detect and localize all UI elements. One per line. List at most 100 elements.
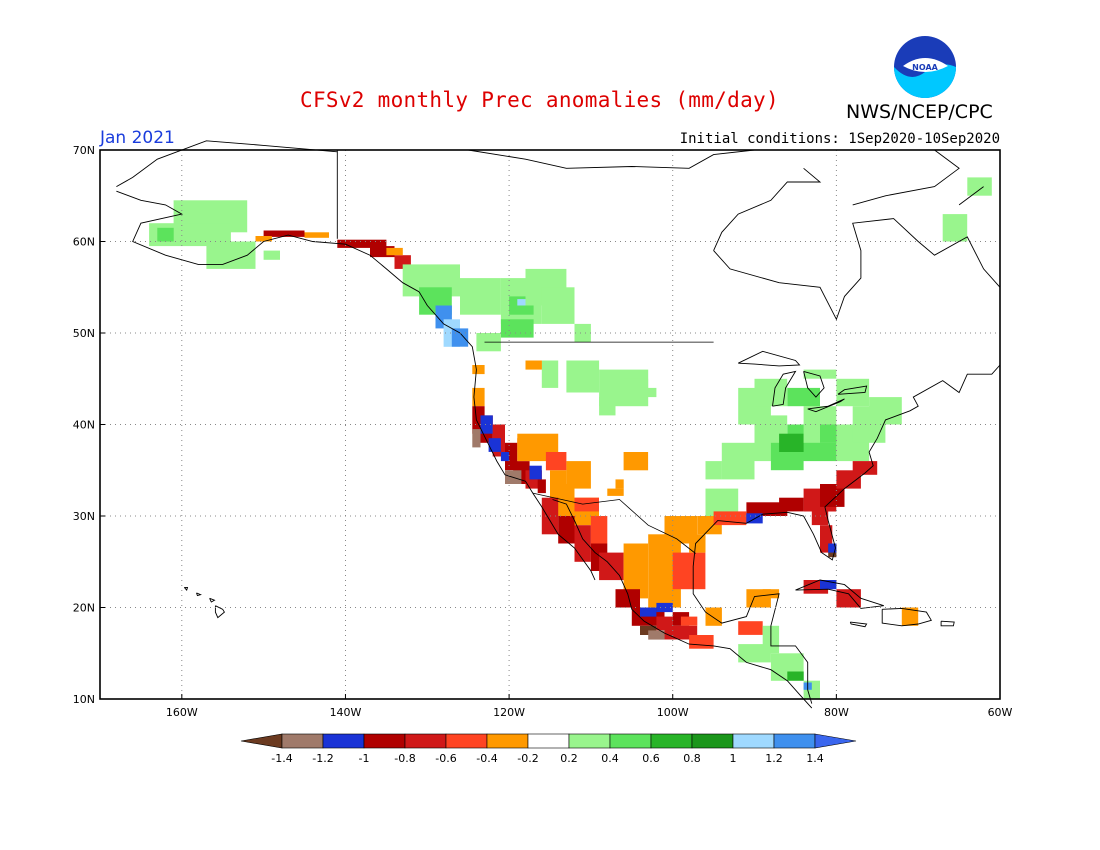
anomaly-cell <box>942 214 968 242</box>
colorbar-label: 1.4 <box>806 752 824 765</box>
lat-label: 10N <box>73 693 95 706</box>
lon-label: 140W <box>330 706 362 719</box>
anomaly-cell <box>304 232 329 238</box>
lon-label: 80W <box>824 706 849 719</box>
colorbar-swatch <box>445 733 488 749</box>
colorbar-swatch <box>650 733 693 749</box>
anomaly-cell <box>541 287 575 324</box>
axis-labels: 70N 60N 50N 40N 30N 20N 10N 160W 140W 120W 100W 80W… <box>73 144 1013 719</box>
anomaly-cell <box>370 246 395 258</box>
colorbar-swatch <box>732 733 775 749</box>
anomaly-cell <box>558 516 575 544</box>
anomaly-cell <box>337 239 387 248</box>
colorbar-swatch <box>363 733 406 749</box>
anomaly-cell <box>664 625 698 640</box>
anomaly-cell <box>779 497 804 512</box>
colorbar-arrow-high <box>814 733 857 749</box>
lon-label: 120W <box>493 706 525 719</box>
colorbar-label: 1 <box>730 752 737 765</box>
anomaly-cell <box>852 461 878 475</box>
anomaly-cell <box>472 387 485 407</box>
anomaly-cell <box>460 278 501 315</box>
colorbar-label: -0.8 <box>394 752 415 765</box>
anomaly-cell <box>529 465 542 480</box>
coastline <box>214 605 225 619</box>
anomaly-cell <box>672 552 706 590</box>
anomaly-cell <box>803 369 837 379</box>
coastline <box>692 364 1001 704</box>
forecast-month: Jan 2021 <box>100 128 175 148</box>
anomaly-cell <box>623 452 649 471</box>
anomaly-cell <box>607 488 624 496</box>
lon-label: 60W <box>988 706 1013 719</box>
anomaly-cell <box>721 442 755 480</box>
initial-conditions: Initial conditions: 1Sep2020-10Sep2020 <box>679 131 1000 147</box>
anomaly-cell <box>738 513 763 524</box>
anomaly-cell <box>705 607 722 626</box>
anomaly-cell <box>640 387 657 398</box>
coastline <box>713 167 822 251</box>
anomaly-cell <box>820 484 845 507</box>
anomaly-cell <box>762 589 780 599</box>
colorbar-label: 1.2 <box>765 752 783 765</box>
coastline <box>881 607 932 627</box>
lat-label: 50N <box>73 327 95 340</box>
colorbar-label: 0.2 <box>560 752 578 765</box>
coastline <box>196 592 202 597</box>
anomaly-cell <box>537 479 546 494</box>
colorbar-label: -0.4 <box>476 752 497 765</box>
coastline <box>795 579 884 609</box>
lat-label: 40N <box>73 419 95 432</box>
coastline <box>209 597 216 603</box>
anomaly-cell <box>820 580 837 590</box>
colorbar-label: 0.4 <box>601 752 619 765</box>
colorbar-swatch <box>527 733 570 749</box>
colorbar-swatch <box>568 733 611 749</box>
anomaly-cell <box>713 511 747 526</box>
anomaly-cell <box>787 671 804 681</box>
anomaly-cell <box>500 452 510 462</box>
colorbar-label: -1.4 <box>271 752 292 765</box>
anomaly-cell <box>648 630 665 640</box>
anomaly-cell <box>500 319 534 338</box>
colorbar-swatch <box>691 733 734 749</box>
colorbar: -1.4 -1.2 -1 -0.8 -0.6 -0.4 -0.2 0.2 0.4 0.6 0.8 1 1… <box>240 733 857 765</box>
coastline <box>116 190 420 293</box>
colorbar-label: 0.6 <box>642 752 660 765</box>
anomaly-cell <box>640 607 657 617</box>
colorbar-label: -1 <box>359 752 370 765</box>
colorbar-label: -0.6 <box>435 752 456 765</box>
anomaly-cell <box>488 438 501 452</box>
anomaly-cell <box>615 589 640 608</box>
lat-label: 70N <box>73 144 95 157</box>
anomaly-cell <box>255 236 272 242</box>
coastline <box>958 186 984 206</box>
anomaly-cell <box>263 250 280 260</box>
anomaly-cell <box>545 452 567 471</box>
anomaly-cell <box>263 230 305 237</box>
anomaly-cell <box>566 360 600 393</box>
coastline <box>772 370 797 407</box>
lon-label: 100W <box>657 706 689 719</box>
anomaly-cell <box>811 511 829 526</box>
anomaly-cell <box>574 497 599 512</box>
coastline <box>738 350 801 367</box>
us-mexico-border <box>532 492 696 554</box>
anomaly-cell <box>656 602 673 613</box>
logo-text: NOAA <box>912 63 938 72</box>
colorbar-swatch <box>281 733 324 749</box>
anomaly-cell <box>754 378 788 407</box>
anomaly-cell <box>157 227 174 242</box>
anomaly-cell <box>746 502 788 516</box>
anomaly-cell <box>480 415 493 434</box>
colorbar-label: -0.2 <box>517 752 538 765</box>
coastline <box>183 586 189 592</box>
anomaly-cell <box>967 177 992 196</box>
coastline <box>803 370 825 398</box>
anomaly-cell <box>779 433 804 452</box>
coastline <box>940 620 955 627</box>
anomaly-cell <box>836 470 861 489</box>
lat-label: 20N <box>73 602 95 615</box>
anomaly-cell <box>738 621 763 635</box>
anomaly-cell <box>836 589 861 608</box>
